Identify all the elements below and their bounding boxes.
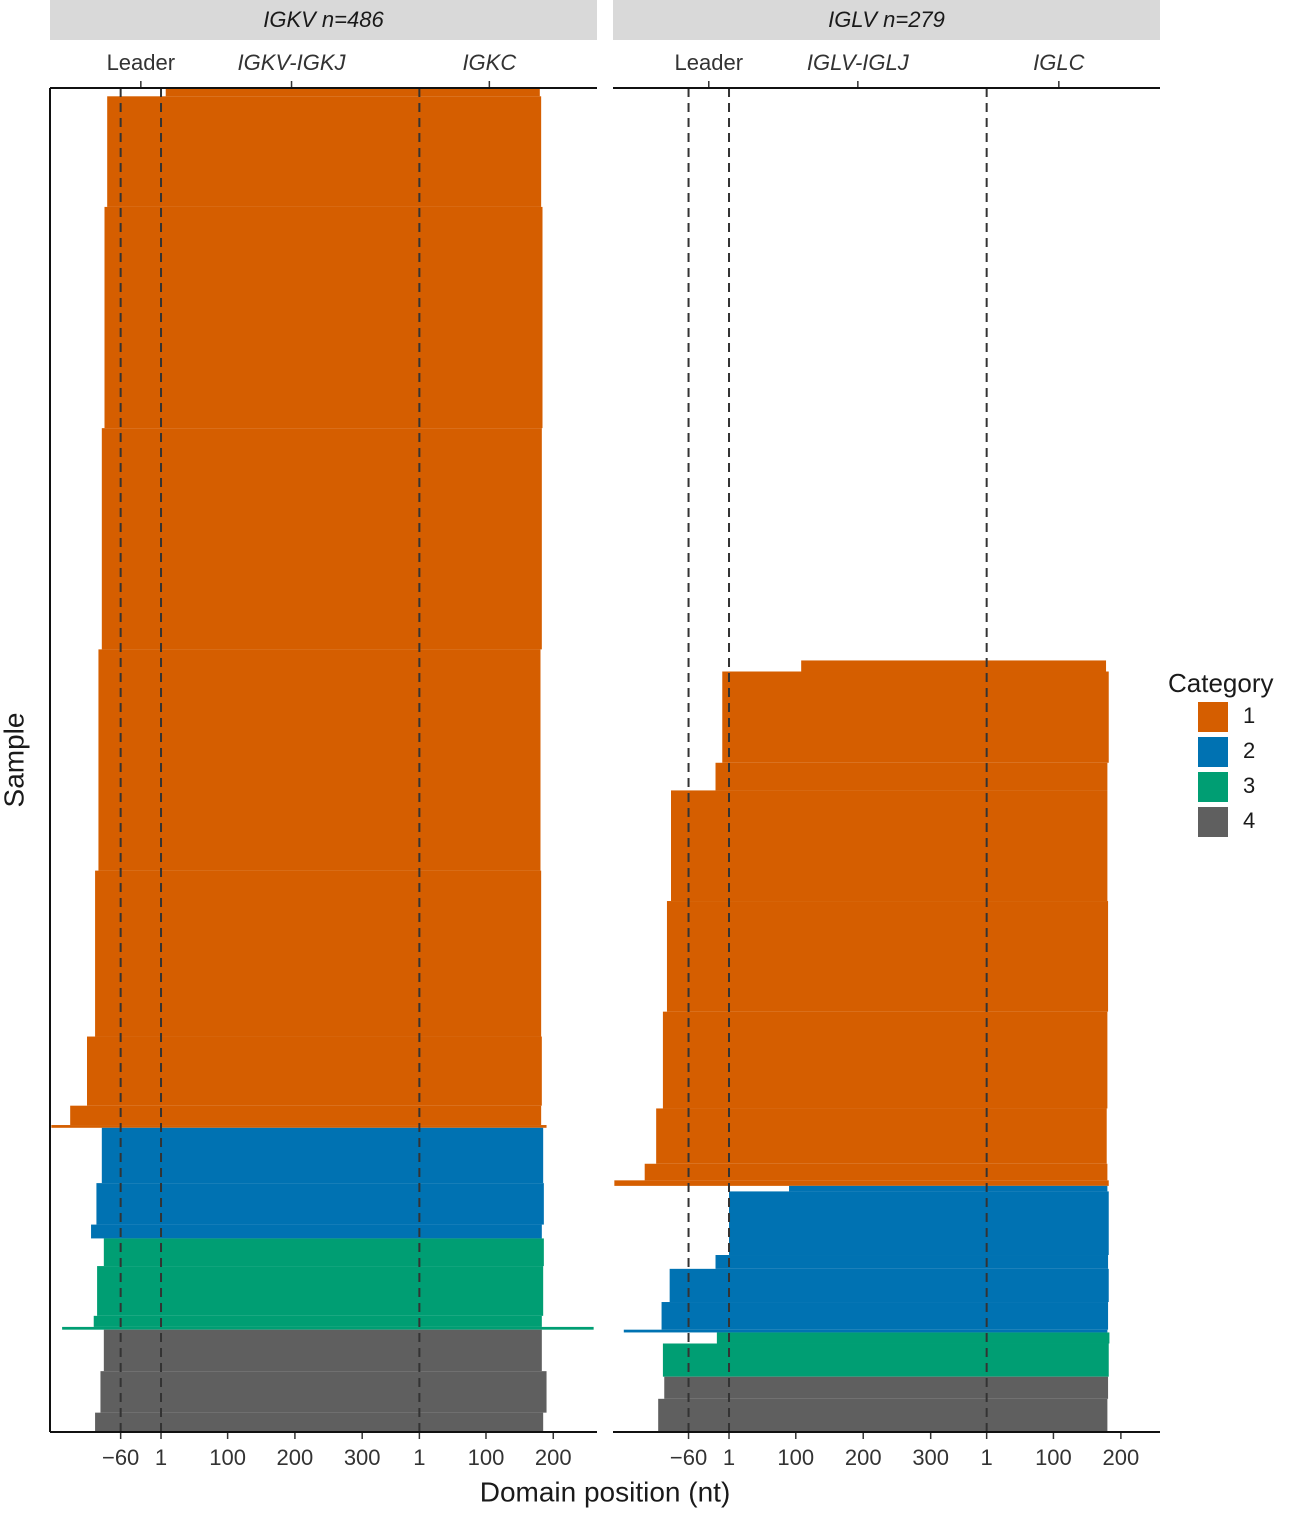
read-band: [658, 1398, 1108, 1432]
read-band: [662, 1343, 1109, 1377]
legend-label: 3: [1243, 773, 1255, 798]
read-band: [644, 1163, 1108, 1181]
x-tick-label: −60: [102, 1445, 139, 1470]
read-band: [95, 1412, 544, 1432]
read-band: [101, 428, 542, 650]
x-tick-label: 1: [413, 1445, 425, 1470]
read-band: [51, 1125, 547, 1128]
legend-label: 4: [1243, 808, 1255, 833]
domain-label: IGKC: [462, 50, 516, 75]
read-band: [661, 1302, 1109, 1330]
domain-label: Leader: [107, 50, 176, 75]
facet-strip: [613, 0, 1160, 40]
x-tick-label: 100: [777, 1445, 814, 1470]
x-tick-label: 100: [468, 1445, 505, 1470]
legend-label: 1: [1243, 703, 1255, 728]
x-tick-label: 1: [981, 1445, 993, 1470]
x-tick-label: 1: [155, 1445, 167, 1470]
legend-key: [1198, 807, 1228, 837]
read-band: [62, 1326, 594, 1330]
read-band: [656, 1108, 1107, 1164]
x-tick-label: 200: [535, 1445, 572, 1470]
domain-label: IGKV-IGKJ: [238, 50, 347, 75]
legend-key: [1198, 772, 1228, 802]
legend-title: Category: [1168, 668, 1274, 698]
read-band: [664, 1376, 1109, 1399]
x-tick-label: 100: [209, 1445, 246, 1470]
x-tick-label: 300: [912, 1445, 949, 1470]
x-tick-label: 200: [277, 1445, 314, 1470]
x-tick-label: 200: [1103, 1445, 1140, 1470]
read-band: [165, 88, 540, 97]
read-band: [96, 1183, 544, 1225]
y-axis-title: Sample: [0, 713, 29, 808]
domain-label: IGLC: [1033, 50, 1084, 75]
facet-title: IGKV n=486: [263, 7, 384, 32]
read-band: [101, 1127, 544, 1184]
read-band: [669, 1268, 1109, 1303]
read-band: [614, 1180, 1109, 1186]
read-band: [715, 762, 1108, 791]
facet-title: IGLV n=279: [828, 7, 945, 32]
read-band: [729, 1191, 1109, 1256]
domain-label: IGLV-IGLJ: [807, 50, 910, 75]
read-band: [716, 1332, 1110, 1344]
read-band: [91, 1224, 542, 1239]
x-tick-label: 300: [344, 1445, 381, 1470]
facet-strip: [50, 0, 597, 40]
read-band: [104, 206, 543, 429]
read-band: [623, 1329, 1108, 1333]
read-band: [87, 1036, 542, 1106]
read-band: [98, 649, 541, 871]
domain-label: Leader: [675, 50, 744, 75]
read-band: [666, 901, 1109, 1012]
x-tick-label: 1: [723, 1445, 735, 1470]
read-band: [801, 660, 1107, 672]
x-tick-label: 200: [845, 1445, 882, 1470]
read-band: [70, 1105, 542, 1126]
x-tick-label: −60: [670, 1445, 707, 1470]
legend-label: 2: [1243, 738, 1255, 763]
read-band: [95, 870, 542, 1037]
read-band: [97, 1266, 544, 1316]
read-band: [93, 1315, 542, 1327]
read-band: [103, 1329, 542, 1372]
read-band: [789, 1185, 1108, 1192]
read-band: [722, 671, 1109, 763]
read-band: [671, 790, 1108, 902]
read-band: [100, 1371, 547, 1413]
legend-key: [1198, 737, 1228, 767]
read-band: [715, 1255, 1109, 1269]
legend-key: [1198, 702, 1228, 732]
read-band: [103, 1238, 544, 1267]
read-band: [107, 96, 542, 207]
read-band: [662, 1011, 1108, 1109]
x-tick-label: 100: [1035, 1445, 1072, 1470]
x-axis-title: Domain position (nt): [480, 1476, 731, 1507]
